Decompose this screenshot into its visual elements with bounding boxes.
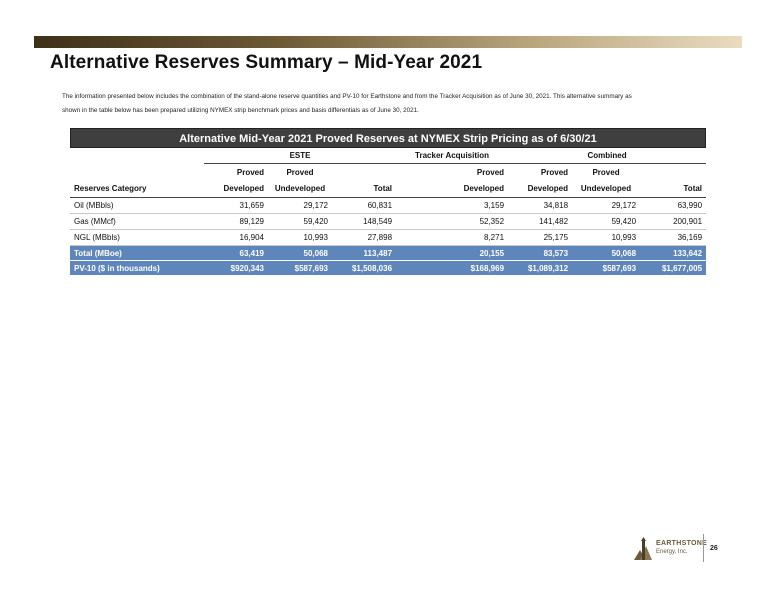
col-head-proved: Proved	[540, 167, 569, 177]
cell: 29,172	[268, 197, 332, 214]
row-label: NGL (MBbls)	[70, 229, 204, 246]
col-head-proved: Proved	[286, 167, 314, 177]
col-head-undeveloped: Undeveloped	[268, 180, 332, 198]
cell: $587,693	[268, 260, 332, 276]
cell: 133,642	[640, 245, 707, 261]
col-head-proved: Proved	[236, 167, 264, 177]
col-head-developed: Developed	[396, 180, 509, 198]
col-head-total: Total	[640, 180, 707, 198]
cell: 63,990	[640, 197, 707, 214]
subheader-row-1: Proved Proved Proved Proved Proved	[70, 164, 706, 181]
group-este: ESTE	[204, 148, 397, 164]
page-number: 26	[710, 545, 718, 552]
col-head-developed: Developed	[508, 180, 573, 198]
table-title-bar: Alternative Mid-Year 2021 Proved Reserve…	[70, 128, 706, 148]
cell: $587,693	[572, 260, 641, 276]
intro-paragraph: The information presented below includes…	[62, 90, 722, 118]
cell: 148,549	[332, 213, 397, 230]
cell: 89,129	[204, 213, 268, 230]
table-row-gas: Gas (MMcf) 89,129 59,420 148,549 52,352 …	[70, 213, 707, 230]
logo-name: EARTHSTONE	[656, 540, 708, 547]
table-row-oil: Oil (MBbls) 31,659 29,172 60,831 3,159 3…	[70, 197, 707, 214]
earthstone-logo-icon	[634, 537, 652, 560]
cell: 36,169	[640, 229, 707, 246]
cell: 16,904	[204, 229, 268, 246]
cell: 63,419	[204, 245, 268, 261]
col-head-total: Total	[332, 180, 397, 198]
group-tracker: Tracker Acquisition	[396, 148, 509, 164]
row-label: PV-10 ($ in thousands)	[70, 260, 204, 276]
footer-divider	[703, 534, 704, 562]
col-head-developed: Developed	[204, 180, 268, 198]
cell: 34,818	[508, 197, 573, 214]
cell: $1,677,005	[640, 260, 707, 276]
intro-line-2: shown in the table below has been prepar…	[62, 107, 419, 114]
reserves-table: ESTE Tracker Acquisition Combined Proved…	[70, 148, 707, 276]
cell: 113,487	[332, 245, 397, 261]
top-accent-bar	[34, 36, 742, 48]
row-label: Gas (MMcf)	[70, 213, 204, 230]
table-row-pv10: PV-10 ($ in thousands) $920,343 $587,693…	[70, 260, 707, 276]
col-head-undeveloped: Undeveloped	[572, 180, 641, 198]
table-row-total-mboe: Total (MBoe) 63,419 50,068 113,487 20,15…	[70, 245, 707, 261]
col-head-proved: Proved	[592, 167, 620, 177]
cell: 29,172	[572, 197, 641, 214]
cell: 83,573	[508, 245, 573, 261]
cell: 59,420	[572, 213, 641, 230]
cell: 3,159	[396, 197, 509, 214]
row-label: Oil (MBbls)	[70, 197, 204, 214]
group-header-row: ESTE Tracker Acquisition Combined	[70, 148, 707, 164]
cell: 50,068	[268, 245, 332, 261]
row-label: Total (MBoe)	[70, 245, 204, 261]
cell: 60,831	[332, 197, 397, 214]
cell: 200,901	[640, 213, 707, 230]
logo-subtitle: Energy, Inc.	[656, 549, 688, 555]
cell: 10,993	[268, 229, 332, 246]
cell: $1,089,312	[508, 260, 573, 276]
cell: $168,969	[396, 260, 509, 276]
col-head-category: Reserves Category	[70, 180, 204, 198]
cell: 59,420	[268, 213, 332, 230]
table-row-ngl: NGL (MBbls) 16,904 10,993 27,898 8,271 2…	[70, 229, 707, 246]
page-title: Alternative Reserves Summary – Mid-Year …	[50, 52, 483, 73]
cell: 50,068	[572, 245, 641, 261]
cell: 20,155	[396, 245, 509, 261]
subheader-row-2: Reserves Category Developed Undeveloped …	[70, 180, 707, 198]
intro-line-1: The information presented below includes…	[62, 93, 632, 100]
cell: 31,659	[204, 197, 268, 214]
group-combined: Combined	[508, 148, 707, 164]
cell: $1,508,036	[332, 260, 397, 276]
cell: $920,343	[204, 260, 268, 276]
col-head-proved: Proved	[476, 167, 505, 177]
cell: 10,993	[572, 229, 641, 246]
cell: 8,271	[396, 229, 509, 246]
cell: 25,175	[508, 229, 573, 246]
cell: 141,482	[508, 213, 573, 230]
cell: 27,898	[332, 229, 397, 246]
cell: 52,352	[396, 213, 509, 230]
